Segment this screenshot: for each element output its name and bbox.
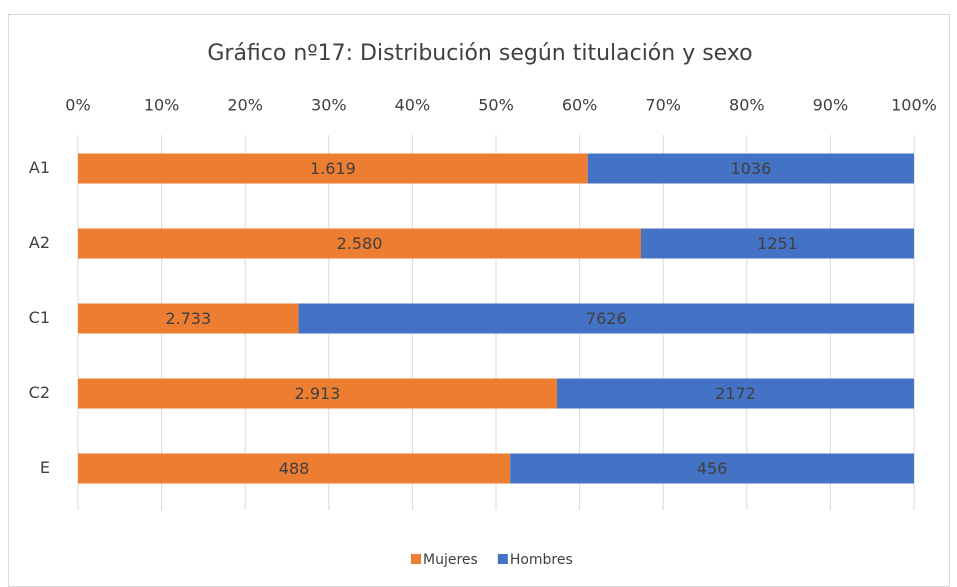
bar-segment	[556, 378, 914, 409]
x-tick-label: 30%	[311, 96, 347, 115]
legend-label: Mujeres	[423, 552, 478, 568]
data-label: 488	[279, 459, 310, 478]
bar-segment	[587, 153, 914, 184]
x-tick-label: 40%	[395, 96, 431, 115]
data-label: 2.913	[295, 384, 341, 403]
bar-segment	[78, 228, 642, 259]
data-label: 2.580	[337, 234, 383, 253]
y-tick-label: E	[40, 458, 50, 477]
x-tick-label: 90%	[813, 96, 849, 115]
bar-segment	[298, 303, 914, 334]
bar-segment	[510, 453, 914, 484]
bar-segment	[78, 303, 299, 334]
x-tick-label: 60%	[562, 96, 598, 115]
data-label: 7626	[586, 309, 627, 328]
y-tick-label: C1	[29, 308, 50, 327]
y-tick-label: C2	[29, 383, 50, 402]
legend-swatch	[411, 554, 421, 564]
data-label: 1036	[731, 159, 772, 178]
y-tick-label: A2	[29, 233, 50, 252]
x-tick-label: 80%	[729, 96, 765, 115]
bar-segment	[641, 228, 914, 259]
x-tick-label: 70%	[645, 96, 681, 115]
legend-label: Hombres	[510, 552, 573, 568]
legend-swatch	[497, 554, 508, 564]
data-label: 2172	[715, 384, 756, 403]
x-tick-label: 10%	[144, 96, 180, 115]
data-label: 1251	[757, 234, 798, 253]
x-tick-label: 0%	[65, 96, 90, 115]
bar-segment	[78, 453, 511, 484]
bar-segment	[78, 153, 588, 184]
chart-title: Gráfico nº17: Distribución según titulac…	[207, 41, 752, 66]
data-label: 2.733	[165, 309, 211, 328]
bar-segment	[78, 378, 557, 409]
data-label: 456	[697, 459, 728, 478]
x-tick-label: 50%	[478, 96, 514, 115]
chart-frame	[8, 14, 950, 587]
x-tick-label: 100%	[891, 96, 937, 115]
y-tick-label: A1	[29, 158, 50, 177]
x-tick-label: 20%	[227, 96, 263, 115]
data-label: 1.619	[310, 159, 356, 178]
